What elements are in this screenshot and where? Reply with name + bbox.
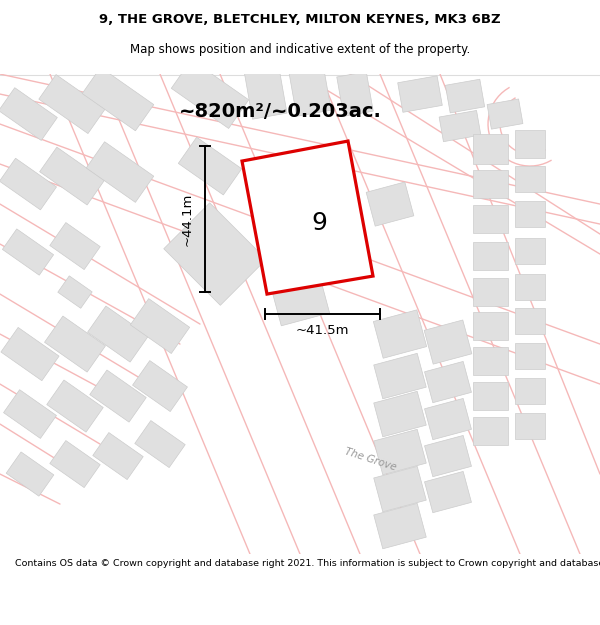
Polygon shape	[473, 170, 508, 198]
Polygon shape	[44, 316, 106, 372]
Polygon shape	[39, 74, 105, 134]
Polygon shape	[130, 299, 190, 354]
Polygon shape	[133, 361, 187, 411]
Polygon shape	[58, 276, 92, 308]
Polygon shape	[425, 398, 472, 440]
Polygon shape	[242, 141, 373, 294]
Polygon shape	[1, 328, 59, 381]
Polygon shape	[47, 380, 103, 432]
Polygon shape	[473, 242, 508, 270]
Polygon shape	[515, 343, 545, 369]
Polygon shape	[374, 429, 426, 475]
Text: The Grove: The Grove	[343, 446, 397, 472]
Text: 9, THE GROVE, BLETCHLEY, MILTON KEYNES, MK3 6BZ: 9, THE GROVE, BLETCHLEY, MILTON KEYNES, …	[99, 13, 501, 26]
Polygon shape	[425, 471, 472, 512]
Polygon shape	[473, 134, 508, 164]
Polygon shape	[86, 142, 154, 202]
Polygon shape	[473, 205, 508, 233]
Polygon shape	[259, 214, 320, 274]
Polygon shape	[515, 166, 545, 192]
Polygon shape	[445, 79, 485, 113]
Polygon shape	[515, 238, 545, 264]
Polygon shape	[515, 378, 545, 404]
Polygon shape	[366, 182, 414, 226]
Polygon shape	[425, 361, 472, 403]
Polygon shape	[473, 347, 508, 375]
Polygon shape	[473, 278, 508, 306]
Polygon shape	[50, 222, 100, 269]
Polygon shape	[439, 111, 481, 142]
Polygon shape	[515, 274, 545, 300]
Text: ~44.1m: ~44.1m	[181, 192, 193, 246]
Polygon shape	[515, 201, 545, 227]
Polygon shape	[374, 503, 426, 549]
Polygon shape	[373, 310, 427, 358]
Polygon shape	[40, 147, 104, 205]
Polygon shape	[515, 413, 545, 439]
Polygon shape	[337, 72, 373, 116]
Polygon shape	[473, 312, 508, 340]
Polygon shape	[0, 88, 58, 141]
Polygon shape	[2, 229, 53, 275]
Text: 9: 9	[311, 211, 328, 235]
Polygon shape	[515, 130, 545, 158]
Polygon shape	[171, 59, 249, 129]
Polygon shape	[243, 59, 287, 119]
Polygon shape	[425, 436, 472, 477]
Polygon shape	[374, 391, 426, 437]
Polygon shape	[93, 432, 143, 479]
Polygon shape	[50, 441, 100, 488]
Polygon shape	[90, 370, 146, 422]
Text: ~820m²/~0.203ac.: ~820m²/~0.203ac.	[179, 101, 382, 121]
Polygon shape	[82, 68, 154, 131]
Text: ~41.5m: ~41.5m	[296, 324, 349, 336]
Polygon shape	[374, 353, 426, 399]
Polygon shape	[424, 320, 472, 364]
Polygon shape	[374, 466, 426, 512]
Polygon shape	[0, 158, 56, 210]
Polygon shape	[164, 202, 266, 306]
Polygon shape	[473, 417, 508, 445]
Polygon shape	[301, 169, 359, 223]
Polygon shape	[473, 382, 508, 410]
Polygon shape	[88, 306, 148, 362]
Polygon shape	[271, 272, 329, 326]
Polygon shape	[135, 421, 185, 468]
Polygon shape	[289, 66, 331, 116]
Polygon shape	[487, 99, 523, 129]
Text: Contains OS data © Crown copyright and database right 2021. This information is : Contains OS data © Crown copyright and d…	[15, 559, 600, 568]
Polygon shape	[6, 452, 54, 496]
Polygon shape	[178, 137, 242, 195]
Polygon shape	[4, 390, 56, 438]
Polygon shape	[515, 308, 545, 334]
Text: Map shows position and indicative extent of the property.: Map shows position and indicative extent…	[130, 42, 470, 56]
Polygon shape	[398, 76, 442, 112]
